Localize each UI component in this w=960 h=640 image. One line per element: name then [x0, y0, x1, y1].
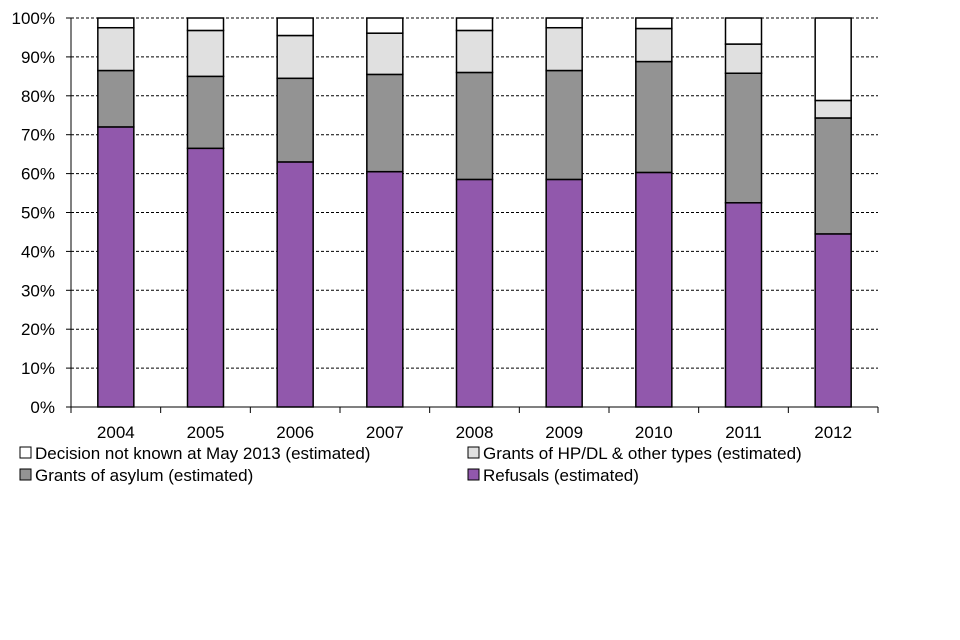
legend: Decision not known at May 2013 (estimate… [19, 444, 802, 485]
y-tick-label: 30% [21, 281, 55, 300]
legend-label-grants-of-asylum-estimated: Grants of asylum (estimated) [35, 466, 253, 485]
y-tick-labels: 0% 10% 20% 30% 40% 50% 60% 70% 80% 90% 100% [12, 9, 55, 417]
bar-grants-of-hp-dl-other-types-estimated-2006 [276, 34, 314, 80]
y-tick-label: 100% [12, 9, 55, 28]
bar-decision-not-known-at-may-2013-estimated-2010 [635, 17, 673, 30]
legend-swatch-decision-not-known-at-may-2013-estimated [19, 446, 32, 459]
bar-refusals-estimated-2004 [97, 126, 135, 408]
y-tick-label: 60% [21, 165, 55, 184]
y-tick-label: 50% [21, 204, 55, 223]
bar-decision-not-known-at-may-2013-estimated-2011 [724, 17, 763, 45]
x-tick-label: 2009 [545, 423, 583, 442]
legend-swatch-refusals-estimated [467, 468, 480, 481]
bar-refusals-estimated-2010 [635, 171, 673, 408]
bar-grants-of-hp-dl-other-types-estimated-2009 [545, 26, 583, 72]
bar-refusals-estimated-2005 [186, 147, 225, 408]
bar-refusals-estimated-2006 [276, 161, 314, 408]
x-tick-label: 2007 [366, 423, 404, 442]
y-tick-label: 90% [21, 48, 55, 67]
legend-label-grants-of-hp-dl-other-types-estimated: Grants of HP/DL & other types (estimated… [483, 444, 802, 463]
legend-label-decision-not-known-at-may-2013-estimated: Decision not known at May 2013 (estimate… [35, 444, 370, 463]
bar-grants-of-hp-dl-other-types-estimated-2004 [97, 26, 135, 72]
legend-swatch-grants-of-hp-dl-other-types-estimated [467, 446, 480, 459]
bar-decision-not-known-at-may-2013-estimated-2008 [455, 17, 494, 32]
bar-refusals-estimated-2007 [366, 170, 404, 408]
y-tick-label: 20% [21, 320, 55, 339]
bar-grants-of-asylum-estimated-2009 [545, 69, 583, 181]
x-tick-label: 2004 [97, 423, 135, 442]
bar-grants-of-asylum-estimated-2005 [186, 75, 225, 150]
x-tick-label: 2011 [725, 423, 762, 442]
x-tick-label: 2010 [635, 423, 673, 442]
bar-decision-not-known-at-may-2013-estimated-2007 [366, 17, 404, 34]
axes [66, 17, 879, 413]
legend-swatch-grants-of-asylum-estimated [19, 468, 32, 481]
bar-refusals-estimated-2012 [814, 233, 852, 408]
bars [97, 17, 852, 408]
bar-grants-of-asylum-estimated-2011 [724, 72, 763, 204]
bar-grants-of-asylum-estimated-2008 [455, 71, 494, 181]
bar-grants-of-hp-dl-other-types-estimated-2011 [724, 43, 763, 74]
y-tick-label: 70% [21, 126, 55, 145]
bar-decision-not-known-at-may-2013-estimated-2004 [97, 17, 135, 29]
x-tick-label: 2008 [456, 423, 494, 442]
bar-grants-of-hp-dl-other-types-estimated-2010 [635, 27, 673, 63]
bar-grants-of-hp-dl-other-types-estimated-2005 [186, 29, 225, 78]
x-tick-label: 2006 [276, 423, 314, 442]
bar-grants-of-asylum-estimated-2010 [635, 60, 673, 174]
bar-decision-not-known-at-may-2013-estimated-2006 [276, 17, 314, 37]
bar-grants-of-asylum-estimated-2012 [814, 117, 852, 235]
bar-grants-of-hp-dl-other-types-estimated-2008 [455, 29, 494, 74]
legend-label-refusals-estimated: Refusals (estimated) [483, 466, 639, 485]
bar-decision-not-known-at-may-2013-estimated-2009 [545, 17, 583, 29]
bar-grants-of-asylum-estimated-2007 [366, 73, 404, 173]
y-tick-label: 40% [21, 242, 55, 261]
bar-refusals-estimated-2009 [545, 178, 583, 408]
x-tick-labels: 2004 2005 2006 2007 2008 2009 2010 2011 2012 [97, 423, 852, 442]
y-tick-label: 0% [30, 398, 55, 417]
x-tick-label: 2005 [187, 423, 225, 442]
x-tick-label: 2012 [814, 423, 852, 442]
bar-refusals-estimated-2011 [724, 202, 763, 408]
bar-decision-not-known-at-may-2013-estimated-2012 [814, 17, 852, 102]
bar-refusals-estimated-2008 [455, 178, 494, 408]
bar-decision-not-known-at-may-2013-estimated-2005 [186, 17, 225, 32]
bar-grants-of-hp-dl-other-types-estimated-2012 [814, 99, 852, 119]
bar-grants-of-hp-dl-other-types-estimated-2007 [366, 32, 404, 76]
y-tick-label: 10% [21, 359, 55, 378]
y-tick-label: 80% [21, 87, 55, 106]
bar-grants-of-asylum-estimated-2006 [276, 77, 314, 163]
bar-grants-of-asylum-estimated-2004 [97, 69, 135, 128]
